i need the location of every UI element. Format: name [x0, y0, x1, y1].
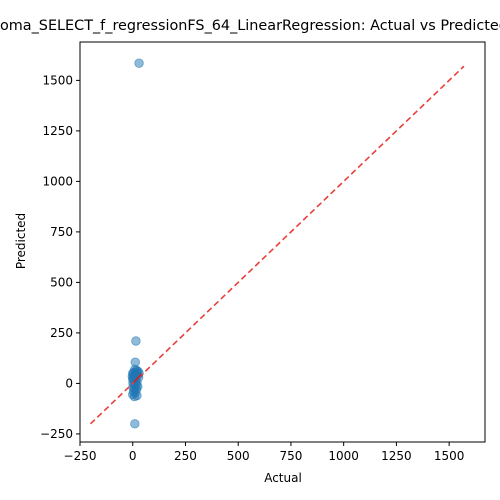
x-tick-label-6: 1250 — [381, 449, 412, 463]
y-tick-label-0: −250 — [40, 427, 73, 441]
x-axis-label: Actual — [264, 471, 302, 485]
x-tick-label-7: 1500 — [434, 449, 465, 463]
y-tick-label-5: 1000 — [42, 174, 73, 188]
x-tick-label-4: 750 — [279, 449, 302, 463]
y-axis-label: Predicted — [14, 213, 28, 269]
x-axis: −250 0 250 500 750 1000 1250 1500 — [64, 442, 465, 463]
data-point-0 — [134, 58, 144, 68]
x-tick-label-5: 1000 — [328, 449, 359, 463]
data-point-32 — [129, 391, 140, 402]
plot-frame — [79, 41, 486, 443]
x-tick-label-2: 250 — [174, 449, 197, 463]
x-tick-label-1: 0 — [129, 449, 137, 463]
reference-line — [89, 65, 465, 425]
y-tick-label-1: 0 — [65, 376, 73, 390]
y-tick-label-7: 1500 — [42, 73, 73, 87]
data-point-33 — [130, 419, 140, 429]
y-tick-label-4: 750 — [50, 225, 73, 239]
y-tick-label-6: 1250 — [42, 124, 73, 138]
x-tick-label-0: −250 — [64, 449, 97, 463]
data-point-1 — [131, 336, 141, 346]
y-tick-label-3: 500 — [50, 275, 73, 289]
y-tick-label-2: 250 — [50, 326, 73, 340]
x-tick-label-3: 500 — [227, 449, 250, 463]
fit-line — [133, 373, 142, 384]
chart-title: coma_SELECT_f_regressionFS_64_LinearRegr… — [0, 18, 500, 34]
plot-area — [79, 41, 486, 443]
y-axis: −250 0 250 500 750 1000 1250 1500 — [40, 73, 80, 441]
